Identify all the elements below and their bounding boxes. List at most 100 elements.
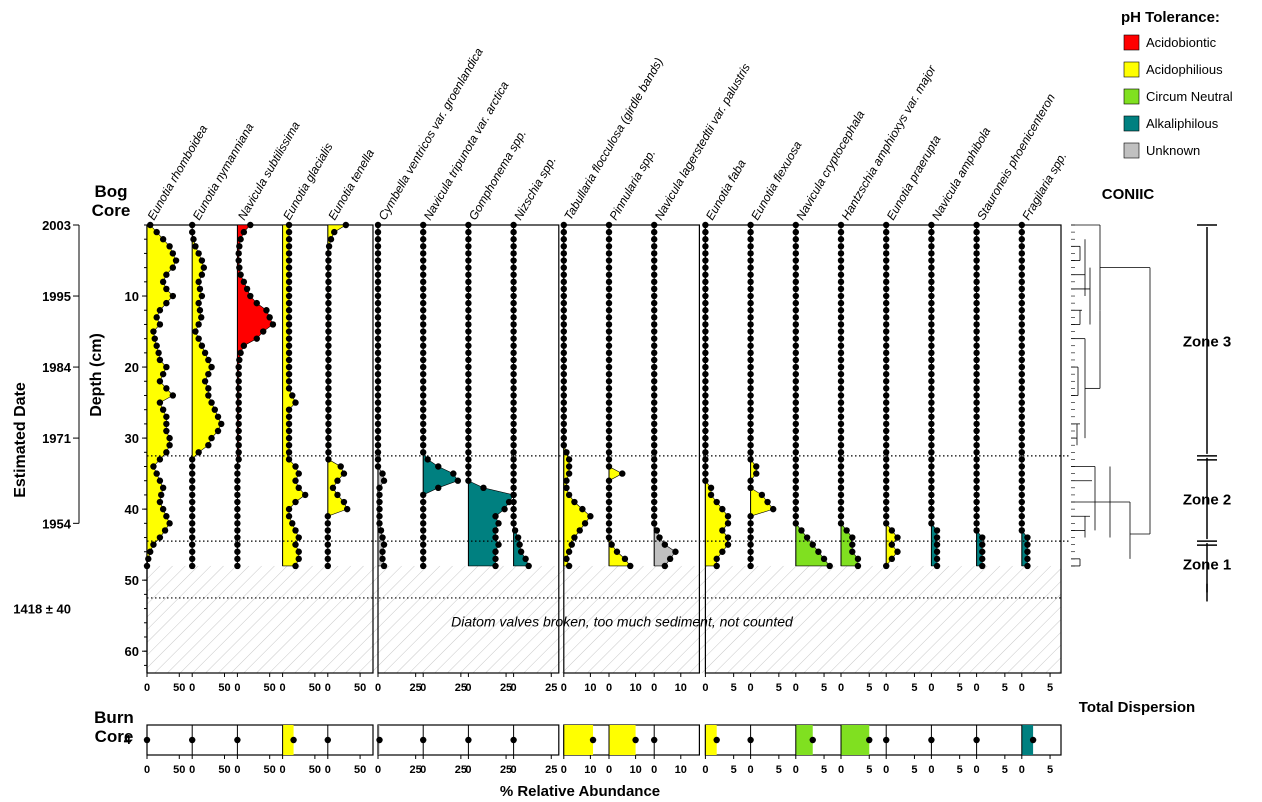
data-point xyxy=(201,378,209,385)
data-point xyxy=(189,555,196,563)
burn-data-point xyxy=(713,736,720,744)
data-point xyxy=(702,463,709,470)
burn-x-tick-label: 0 xyxy=(511,764,517,776)
data-point xyxy=(510,285,517,293)
data-point xyxy=(928,236,935,243)
data-point xyxy=(325,299,332,307)
data-point xyxy=(420,441,427,449)
data-point xyxy=(292,498,299,506)
data-point xyxy=(837,314,845,321)
data-point xyxy=(605,342,613,349)
data-point xyxy=(492,513,499,520)
data-point xyxy=(465,392,472,399)
data-point xyxy=(465,264,472,271)
data-point xyxy=(235,406,242,413)
data-point xyxy=(560,413,567,420)
data-point xyxy=(888,527,896,534)
data-point xyxy=(150,463,157,470)
data-point xyxy=(702,449,709,456)
data-point xyxy=(465,370,472,378)
data-point xyxy=(195,278,202,286)
data-point xyxy=(1018,456,1025,463)
data-point xyxy=(973,243,980,250)
data-point xyxy=(928,307,935,314)
data-point xyxy=(605,378,613,385)
data-point xyxy=(1018,491,1025,499)
data-point xyxy=(325,321,332,328)
data-point xyxy=(420,548,427,555)
data-point xyxy=(1018,434,1025,442)
data-point xyxy=(240,228,248,236)
data-point xyxy=(420,392,427,399)
data-point xyxy=(325,349,332,357)
data-point xyxy=(205,385,212,392)
data-point xyxy=(325,420,332,428)
data-point xyxy=(560,257,567,264)
data-point xyxy=(605,520,613,527)
data-point xyxy=(651,307,658,314)
burn-x-tick-label: 5 xyxy=(1047,764,1053,776)
data-point xyxy=(747,477,754,484)
x-tick-label: 25 xyxy=(410,682,422,694)
data-point xyxy=(450,470,457,477)
data-point xyxy=(189,228,196,236)
data-point xyxy=(195,449,202,456)
data-point xyxy=(883,221,890,229)
data-point xyxy=(973,292,980,300)
data-point xyxy=(854,555,862,563)
data-point xyxy=(837,434,845,442)
data-point xyxy=(837,520,845,527)
data-point xyxy=(510,441,517,449)
data-point xyxy=(325,314,332,321)
data-point xyxy=(747,328,754,335)
taxon-name-label: Pinnularia spp. xyxy=(606,147,658,223)
data-point xyxy=(792,420,799,428)
data-point xyxy=(560,271,567,278)
data-point xyxy=(747,335,754,342)
data-point xyxy=(156,498,164,506)
data-point xyxy=(928,257,935,264)
data-point xyxy=(837,356,845,364)
data-point xyxy=(560,399,567,406)
data-point xyxy=(837,243,845,250)
data-point xyxy=(792,520,799,527)
data-point xyxy=(454,477,462,484)
data-point xyxy=(883,505,890,513)
data-point xyxy=(560,264,567,271)
data-point xyxy=(605,285,613,293)
data-point xyxy=(325,441,332,449)
data-point xyxy=(702,285,709,293)
data-point xyxy=(374,257,382,264)
data-point xyxy=(837,299,845,307)
data-point xyxy=(465,342,472,349)
data-point xyxy=(719,548,726,555)
data-point xyxy=(1018,307,1025,314)
data-point xyxy=(420,378,427,385)
data-point xyxy=(702,264,709,271)
data-point xyxy=(605,513,613,520)
data-point xyxy=(837,349,845,357)
x-tick-label: 0 xyxy=(928,682,934,694)
data-point xyxy=(492,527,499,534)
data-point xyxy=(973,527,980,534)
data-point xyxy=(155,349,162,357)
data-point xyxy=(651,513,658,520)
data-point xyxy=(651,434,658,442)
data-point xyxy=(235,441,242,449)
data-point xyxy=(702,441,709,449)
burn-area xyxy=(609,725,636,755)
data-point xyxy=(747,250,754,257)
data-point xyxy=(510,250,517,257)
data-point xyxy=(247,292,254,300)
data-point xyxy=(420,307,427,314)
depth-tick-label: 20 xyxy=(125,360,139,375)
data-point xyxy=(883,285,890,293)
data-point xyxy=(560,228,567,236)
data-point xyxy=(581,520,589,527)
data-point xyxy=(1018,221,1025,229)
data-point xyxy=(702,349,709,357)
data-point xyxy=(973,449,980,456)
data-point xyxy=(295,484,302,492)
data-point xyxy=(560,385,567,392)
data-point xyxy=(651,420,658,428)
